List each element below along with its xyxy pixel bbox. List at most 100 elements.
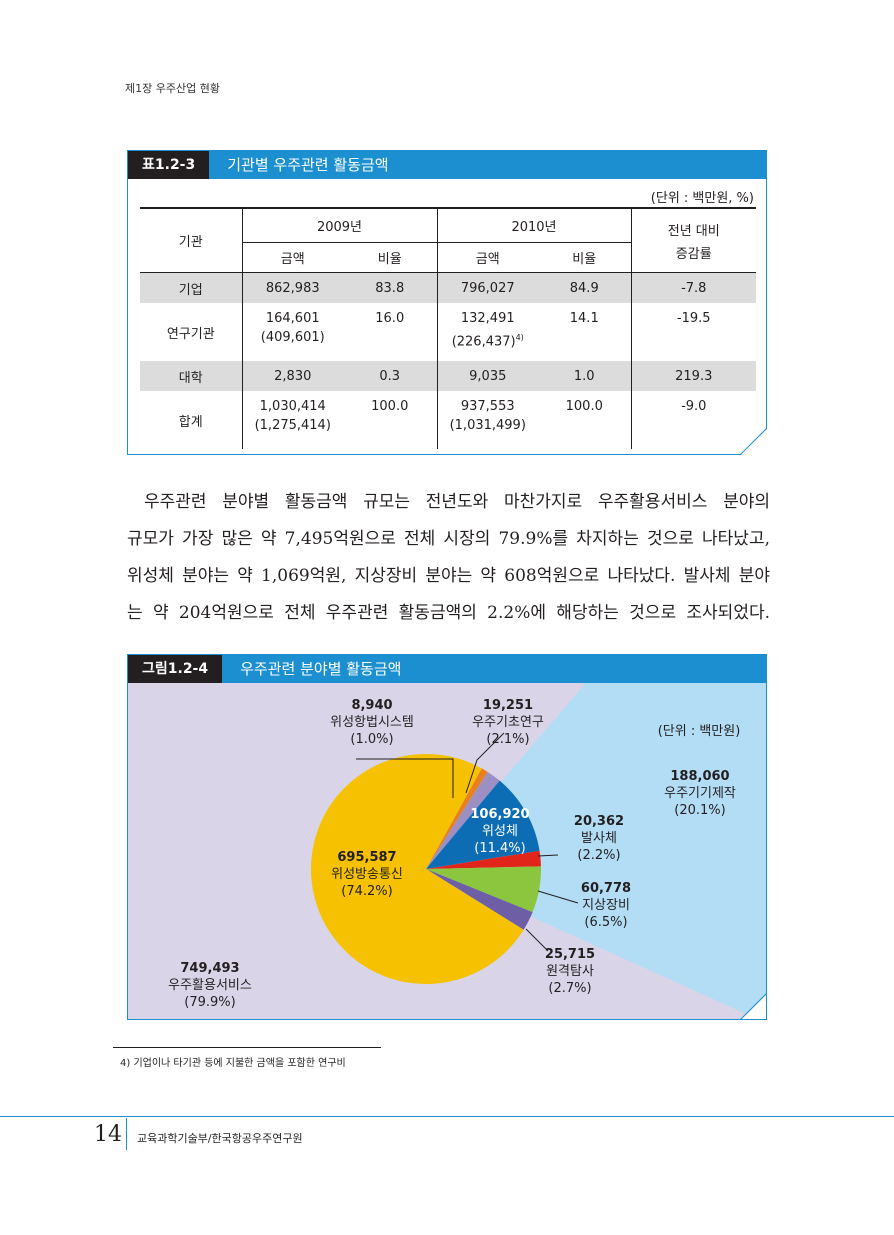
cell-ratio-2009: 0.3: [343, 361, 437, 391]
cell-ratio-2010: 1.0: [538, 361, 631, 391]
footnote-rule: [113, 1047, 381, 1048]
para-line: 위성체 분야는 약 1,069억원, 지상장비 분야는 약 608억원으로 나타…: [127, 566, 770, 586]
table-number: 표1.2-3: [128, 151, 210, 179]
value-label-basic-research: 19,251: [483, 698, 533, 713]
para-line: 우주관련 분야별 활동금액 규모는 전년도와 마찬가지로 우주활용서비스 분야의: [144, 492, 770, 512]
name-label-launcher: 발사체: [581, 831, 617, 846]
pct-label-basic-research: (2.1%): [486, 732, 529, 747]
name-label-basic-research: 우주기초연구: [472, 715, 544, 730]
pct-label-manufacturing: (20.1%): [674, 803, 725, 818]
cell-ratio-2010: 84.9: [538, 272, 631, 303]
pie-slice-satellite: [426, 780, 540, 869]
name-label-navigation: 위성항법시스템: [330, 715, 414, 730]
para-line: 규모가 가장 많은 약 7,495억원으로 전체 시장의 79.9%를 차지하는…: [127, 529, 770, 549]
name-label-services: 우주활용서비스: [168, 978, 252, 993]
value-label-launcher: 20,362: [574, 814, 624, 829]
col-amount-2009: 금액: [241, 242, 343, 273]
table-header-bar: 표1.2-3 기관별 우주관련 활동금액: [128, 151, 766, 179]
col-amount-2010: 금액: [436, 242, 538, 273]
col-change: 전년 대비 증감률: [630, 207, 756, 273]
col-ratio-2010: 비율: [538, 242, 631, 273]
cell-change: -9.0: [630, 391, 756, 449]
cell-change: -7.8: [630, 272, 756, 303]
pie-slice-remote: [426, 869, 533, 930]
leader-lines: [356, 732, 579, 952]
col-ratio-2009: 비율: [343, 242, 437, 273]
cell-ratio-2009: 100.0: [371, 399, 409, 414]
activity-table: 기관 2009년 2010년 전년 대비 증감률 금액 비율 금액 비율 기업 …: [140, 207, 756, 449]
value-label-navigation: 8,940: [351, 698, 392, 713]
col-institution: 기관: [140, 207, 242, 273]
cell-amount-2009: 2,830: [241, 361, 343, 391]
amount-main: 132,491: [460, 311, 515, 326]
cell-ratio-2009: 16.0: [375, 311, 405, 326]
leader-line-remote: [525, 928, 549, 952]
pie-slices: [311, 754, 541, 984]
footnote: 4) 기업이나 타기관 등에 지불한 금액을 포함한 연구비: [120, 1058, 346, 1069]
cell-ratio-2010: 14.1: [569, 311, 599, 326]
amount-sub: (1,275,414): [254, 418, 331, 433]
amount-sub: (1,031,499): [449, 418, 526, 433]
value-label-satellite: 106,920: [470, 807, 529, 822]
pie-slice-launcher: [426, 850, 541, 869]
amount-sub: (226,437)4): [451, 333, 524, 350]
corner-cut: [741, 994, 766, 1019]
table-unit: (단위 : 백만원, %): [650, 191, 754, 206]
name-label-manufacturing: 우주기기제작: [664, 786, 736, 801]
cell-change: 219.3: [630, 361, 756, 391]
leader-line-ground: [537, 890, 579, 904]
unit-label: (단위 : 백만원): [658, 724, 741, 739]
page-number: 14: [94, 1122, 122, 1147]
para-line: 는 약 204억원으로 전체 우주관련 활동금액의 2.2%에 해당하는 것으로…: [127, 603, 770, 623]
cell-amount-2009: 164,601 (409,601): [241, 303, 343, 361]
cell-amount-2010: 132,491 (226,437)4): [436, 303, 538, 361]
table-row: 연구기관 164,601 (409,601) 16.0 132,491 (226,4…: [140, 303, 756, 361]
pct-label-services: (79.9%): [184, 995, 235, 1010]
col-year-2009: 2009년: [241, 207, 437, 243]
figure-number: 그림1.2-4: [128, 655, 223, 683]
figure-header-bar: 그림1.2-4 우주관련 분야별 활동금액: [128, 655, 766, 683]
name-label-broadcast: 위성방송통신: [331, 867, 403, 882]
table-title: 기관별 우주관련 활동금액: [209, 151, 766, 179]
footer-divider: [126, 1118, 127, 1150]
value-label-broadcast: 695,587: [337, 850, 396, 865]
cell-amount-2010: 937,553 (1,031,499): [436, 391, 538, 449]
col-change-line2: 증감률: [675, 246, 712, 262]
value-label-manufacturing: 188,060: [670, 769, 729, 784]
footer-org: 교육과학기술부/한국항공우주연구원: [137, 1132, 303, 1145]
amount-main: 1,030,414: [259, 399, 326, 414]
cell-change: -19.5: [630, 303, 756, 361]
cell-amount-2010: 796,027: [436, 272, 538, 303]
col-change-line1: 전년 대비: [667, 223, 720, 239]
cell-amount-2010: 9,035: [436, 361, 538, 391]
figure-box: 그림1.2-4 우주관련 분야별 활동금액 (단위 : 백만원) 8,940 위…: [127, 654, 767, 1020]
name-label-remote: 원격탐사: [546, 964, 594, 979]
pct-label-ground: (6.5%): [584, 915, 627, 930]
table-row: 합계 1,030,414 (1,275,414) 100.0 937,553 (1,…: [140, 391, 756, 449]
pct-label-launcher: (2.2%): [577, 848, 620, 863]
amount-main: 937,553: [460, 399, 515, 414]
value-label-ground: 60,778: [581, 881, 631, 896]
running-head: 제1장 우주산업 현황: [125, 82, 220, 95]
pie-slice-navigation: [426, 768, 488, 869]
table-box: 표1.2-3 기관별 우주관련 활동금액 (단위 : 백만원, %) 기관 20…: [127, 150, 767, 455]
pct-label-remote: (2.7%): [548, 981, 591, 996]
footnote-ref: 4): [515, 333, 524, 342]
cell-amount-2009: 1,030,414 (1,275,414): [241, 391, 343, 449]
table-row: 기업 862,983 83.8 796,027 84.9 -7.8: [140, 272, 756, 303]
chart-labels: (단위 : 백만원) 8,940 위성항법시스템 (1.0%) 19,251 우…: [168, 698, 740, 1010]
pct-label-navigation: (1.0%): [350, 732, 393, 747]
row-name: 연구기관: [166, 326, 215, 342]
pct-label-broadcast: (74.2%): [341, 884, 392, 899]
footer-rule: [0, 1116, 894, 1117]
leader-line-launcher: [537, 854, 559, 857]
value-label-remote: 25,715: [545, 947, 595, 962]
name-label-satellite: 위성체: [482, 824, 518, 839]
corner-cut: [741, 429, 767, 455]
cell-amount-2009: 862,983: [241, 272, 343, 303]
col-year-2010: 2010년: [436, 207, 631, 243]
leader-line-navigation: [356, 758, 454, 798]
figure-title: 우주관련 분야별 활동금액: [222, 655, 766, 683]
body-paragraph: 우주관련 분야별 활동금액 규모는 전년도와 마찬가지로 우주활용서비스 분야의…: [127, 484, 770, 632]
pie-slice-ground: [426, 866, 541, 913]
